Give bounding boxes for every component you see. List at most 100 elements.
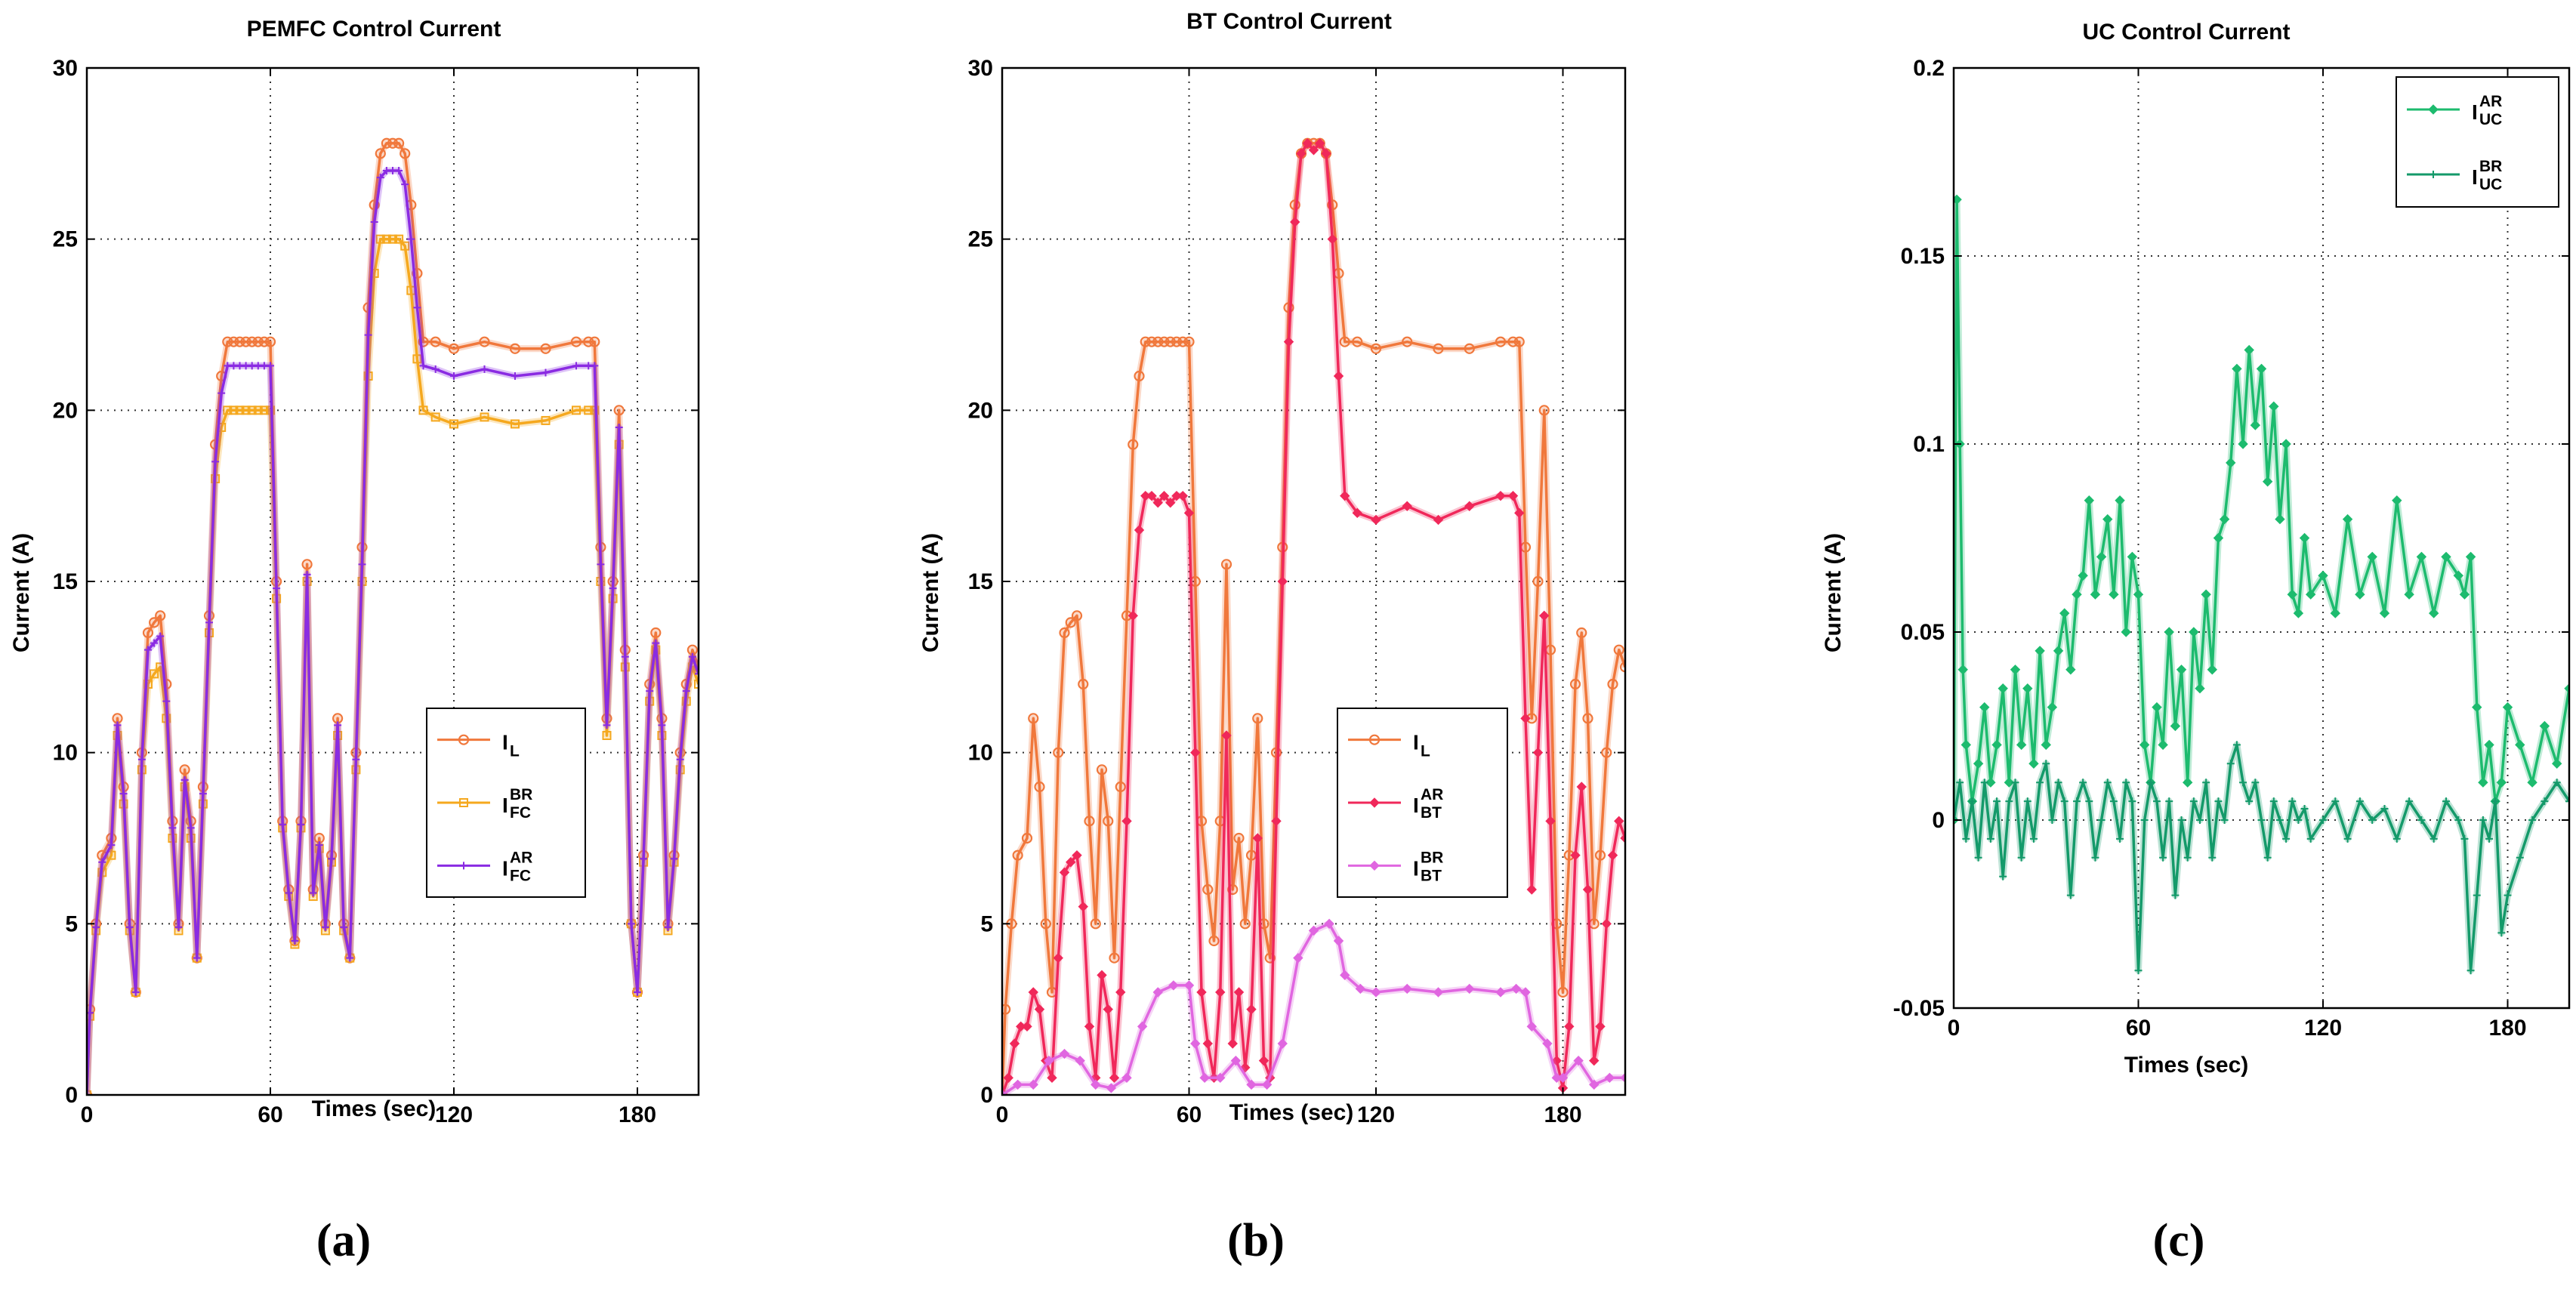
data-point [1370, 343, 1382, 354]
data-point [2170, 720, 2181, 732]
data-point [609, 584, 617, 593]
data-point [301, 559, 313, 570]
data-point [2527, 777, 2537, 788]
data-point [2060, 797, 2069, 806]
data-point [1264, 952, 1276, 964]
data-point [1071, 610, 1083, 621]
data-point [2054, 779, 2062, 787]
data-point [419, 362, 427, 370]
data-point [2250, 420, 2261, 430]
data-point [1538, 405, 1550, 416]
data-point [180, 776, 189, 784]
data-point [1985, 777, 1996, 788]
data-point [2342, 513, 2353, 525]
data-point [2022, 683, 2033, 694]
data-point [2528, 816, 2537, 824]
data-point [570, 336, 582, 347]
data-point [2035, 646, 2045, 656]
legend-label: I [1413, 731, 1419, 754]
data-point [2042, 760, 2050, 768]
data-point [2073, 797, 2081, 806]
chart-title: UC Control Current [2083, 20, 2291, 45]
data-point [688, 652, 696, 661]
data-point [1589, 1055, 1600, 1066]
data-point [1569, 678, 1581, 690]
data-point [2103, 779, 2112, 787]
series-line [1954, 743, 2569, 972]
data-point [1979, 702, 1990, 713]
data-point [664, 923, 672, 931]
series-i-uc-ar [1954, 194, 2569, 825]
data-point [670, 855, 678, 863]
data-point [1183, 980, 1195, 991]
data-point [1002, 1090, 1007, 1095]
data-point [234, 336, 245, 347]
data-point [1190, 747, 1201, 758]
y-tick-label: 0 [980, 1083, 993, 1108]
data-point [2460, 834, 2469, 843]
data-point [2127, 551, 2138, 563]
legend-label-sup: AR [510, 849, 532, 866]
data-point [2140, 816, 2149, 824]
y-tick-label: -0.05 [1893, 996, 1945, 1021]
data-point [2109, 589, 2119, 600]
data-point [2473, 891, 2481, 899]
data-point [2504, 891, 2512, 899]
data-point [2269, 797, 2278, 806]
plot-area: 0 60 120 180 0 5 10 15 20 25 30 [53, 56, 700, 1127]
data-point [258, 336, 270, 347]
data-point [1495, 987, 1506, 998]
legend-marker [1369, 797, 1380, 808]
series-i-l [1002, 137, 1625, 1095]
chart-uc: UC Control Current 0 60 120 180-0.0500.050.… [1821, 20, 2571, 1266]
data-point [1402, 501, 1412, 511]
legend-label: I [2472, 100, 2478, 124]
data-point [346, 954, 354, 962]
x-tick-label: 120 [2304, 1016, 2342, 1041]
data-point [113, 721, 122, 729]
y-tick-label: 5 [980, 911, 993, 936]
data-point [584, 405, 594, 415]
data-point [1202, 883, 1214, 896]
data-point [2245, 797, 2254, 806]
data-point [540, 343, 551, 354]
data-point [2319, 816, 2327, 824]
data-point [2331, 797, 2340, 806]
data-point [2355, 797, 2364, 806]
data-point [2097, 816, 2106, 824]
data-point [2072, 589, 2082, 600]
data-point [2232, 741, 2241, 749]
y-tick-label: 25 [968, 227, 993, 252]
legend-label: I [1413, 794, 1419, 817]
data-point [413, 304, 421, 312]
data-point [211, 458, 220, 466]
data-point [640, 855, 648, 863]
data-point [229, 405, 239, 415]
data-point [1495, 336, 1507, 347]
data-point [1513, 336, 1525, 347]
data-point [2079, 779, 2087, 787]
data-point [2122, 779, 2130, 787]
data-point [2262, 476, 2273, 487]
legend-label-sub: BT [1421, 867, 1442, 884]
data-point [187, 824, 195, 832]
data-point [1146, 490, 1157, 501]
chart-title: BT Control Current [1186, 9, 1392, 34]
data-point [1252, 713, 1263, 724]
data-point [2404, 589, 2414, 600]
data-point [193, 954, 201, 962]
data-point [2330, 608, 2341, 618]
data-point [247, 405, 257, 415]
data-point [1283, 336, 1294, 347]
data-point [1078, 678, 1089, 690]
data-point [285, 889, 293, 897]
data-point [106, 850, 116, 860]
data-point [1582, 884, 1593, 895]
data-point [2202, 779, 2210, 787]
legend-label: I [1413, 856, 1419, 880]
data-point [541, 368, 550, 377]
data-point [480, 412, 489, 422]
data-point [1152, 498, 1163, 508]
